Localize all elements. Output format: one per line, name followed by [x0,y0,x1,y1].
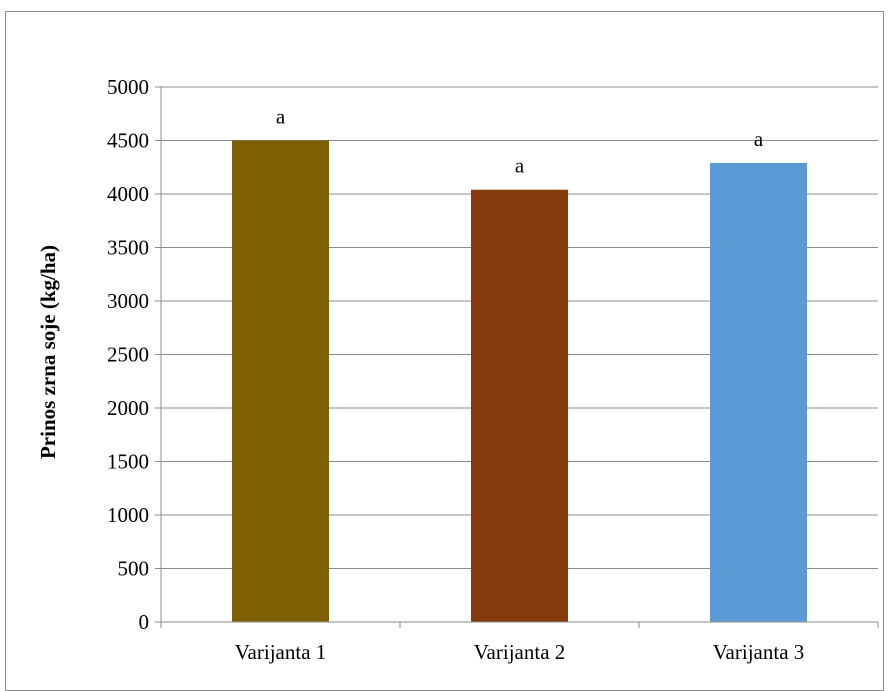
bars [232,140,807,622]
y-axis-label: Prinos zrna soje (kg/ha) [36,245,60,459]
y-tick-label: 1000 [107,503,149,527]
y-tick-label: 2000 [107,396,149,420]
data-label: a [276,105,286,129]
x-tick-label: Varijanta 2 [474,640,566,664]
y-tick-label: 1500 [107,450,149,474]
x-tick-label: Varijanta 3 [713,640,805,664]
y-axis-ticks: 0 500 1000 1500 2000 2500 3000 3500 4000 4500 5000 [107,75,162,634]
y-tick-label: 500 [118,557,150,581]
bar [232,140,329,622]
y-tick-label: 5000 [107,75,149,99]
data-label: a [515,154,525,178]
bar [471,189,568,622]
y-tick-label: 2500 [107,343,149,367]
x-tick-label: Varijanta 1 [235,640,327,664]
y-tick-label: 4500 [107,129,149,153]
data-labels: a a a [276,105,764,178]
data-label: a [754,127,764,151]
y-tick-label: 3500 [107,236,149,260]
y-tick-label: 0 [139,610,150,634]
y-tick-label: 4000 [107,182,149,206]
bar [710,162,807,622]
x-axis: Varijanta 1 Varijanta 2 Varijanta 3 [160,621,879,664]
y-tick-label: 3000 [107,289,149,313]
